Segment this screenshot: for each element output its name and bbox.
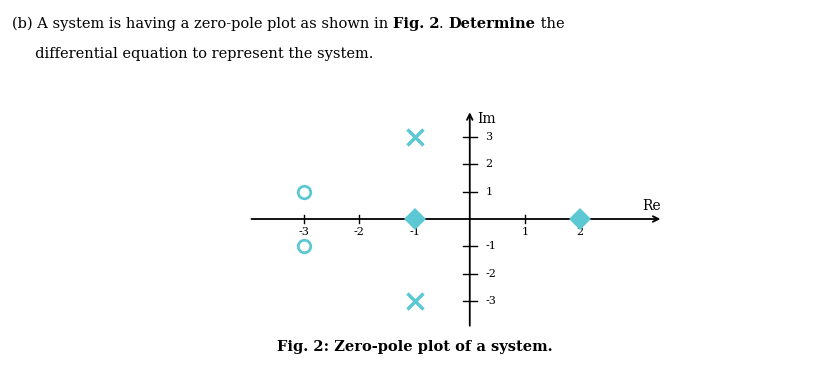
Text: Re: Re (641, 199, 660, 213)
Text: -2: -2 (354, 227, 364, 237)
Text: Determine: Determine (448, 17, 535, 31)
Text: 2: 2 (576, 227, 583, 237)
Text: 1: 1 (484, 187, 492, 197)
Text: -2: -2 (484, 269, 495, 279)
Text: the: the (535, 17, 564, 31)
Text: -3: -3 (484, 296, 495, 306)
Text: -1: -1 (408, 227, 420, 237)
Text: 1: 1 (521, 227, 528, 237)
Text: 3: 3 (484, 132, 492, 142)
Text: .: . (439, 17, 448, 31)
Text: -1: -1 (484, 241, 495, 251)
Text: differential equation to represent the system.: differential equation to represent the s… (12, 47, 373, 61)
Text: 2: 2 (484, 159, 492, 169)
Text: -3: -3 (298, 227, 309, 237)
Text: Fig. 2: Zero-pole plot of a system.: Fig. 2: Zero-pole plot of a system. (277, 340, 551, 354)
Text: Im: Im (476, 112, 495, 126)
Text: Fig. 2: Fig. 2 (392, 17, 439, 31)
Text: (b) A system is having a zero-pole plot as shown in: (b) A system is having a zero-pole plot … (12, 17, 392, 31)
